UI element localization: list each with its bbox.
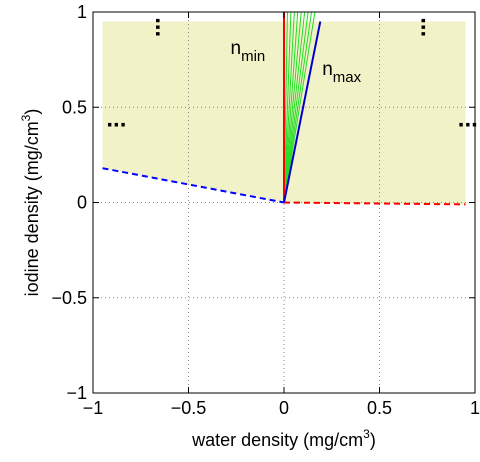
ellipsis-horizontal-0: ...	[106, 105, 126, 132]
x-tick-label-2: 0	[279, 398, 289, 418]
axes-layer	[92, 11, 476, 394]
y-tick-label-1: −0.5	[51, 288, 87, 308]
ellipsis-horizontal-1: ...	[458, 105, 478, 132]
y-tick-label-4: 1	[77, 2, 87, 22]
annotation-n-max-subscript: max	[333, 69, 362, 86]
annotation-n-min: nmin	[231, 38, 266, 65]
series-line-1	[283, 201, 466, 206]
y-axis-label: iodine density (mg/cm3)	[19, 109, 42, 297]
x-axis-label-superscript: 3	[363, 427, 370, 441]
ellipsis-vertical-0: ...	[150, 17, 177, 37]
fan-line-5	[283, 11, 306, 203]
series-line-3	[283, 21, 322, 203]
x-tick-label-0: −1	[83, 398, 104, 418]
fan-line-7	[283, 11, 312, 203]
x-axis-label: water density (mg/cm3)	[191, 427, 376, 450]
annotation-n-max-base: n	[322, 59, 333, 80]
series-layer	[102, 12, 466, 206]
text-layer: −1 −0.5 0 0.5 1 −1 −0.5 0 0.5 1 water density (mg/…	[19, 2, 480, 450]
y-tick-label-2: 0	[77, 193, 87, 213]
x-axis-label-close: )	[370, 430, 376, 450]
fan-lines-layer	[283, 11, 316, 203]
y-axis-label-close: )	[22, 109, 42, 115]
annotation-n-min-base: n	[231, 38, 242, 59]
annotation-n-min-subscript: min	[241, 48, 265, 65]
x-tick-label-4: 1	[470, 398, 480, 418]
x-tick-label-3: 0.5	[367, 398, 392, 418]
y-tick-label-0: −1	[66, 383, 87, 403]
y-axis-label-superscript: 3	[19, 114, 33, 121]
fan-line-1	[283, 11, 292, 203]
y-tick-label-3: 0.5	[62, 97, 87, 117]
y-axis-label-main: iodine density (mg/cm	[22, 121, 42, 296]
x-tick-label-1: −0.5	[171, 398, 207, 418]
fan-line-6	[283, 11, 309, 203]
fan-line-2	[283, 11, 295, 203]
fan-line-8	[283, 11, 316, 203]
fan-line-3	[283, 11, 299, 203]
fan-line-4	[283, 11, 302, 203]
ellipsis-vertical-1: ...	[416, 17, 443, 37]
x-axis-label-main: water density (mg/cm	[191, 430, 363, 450]
annotation-n-max: nmax	[322, 59, 361, 86]
series-line-0	[102, 167, 285, 204]
